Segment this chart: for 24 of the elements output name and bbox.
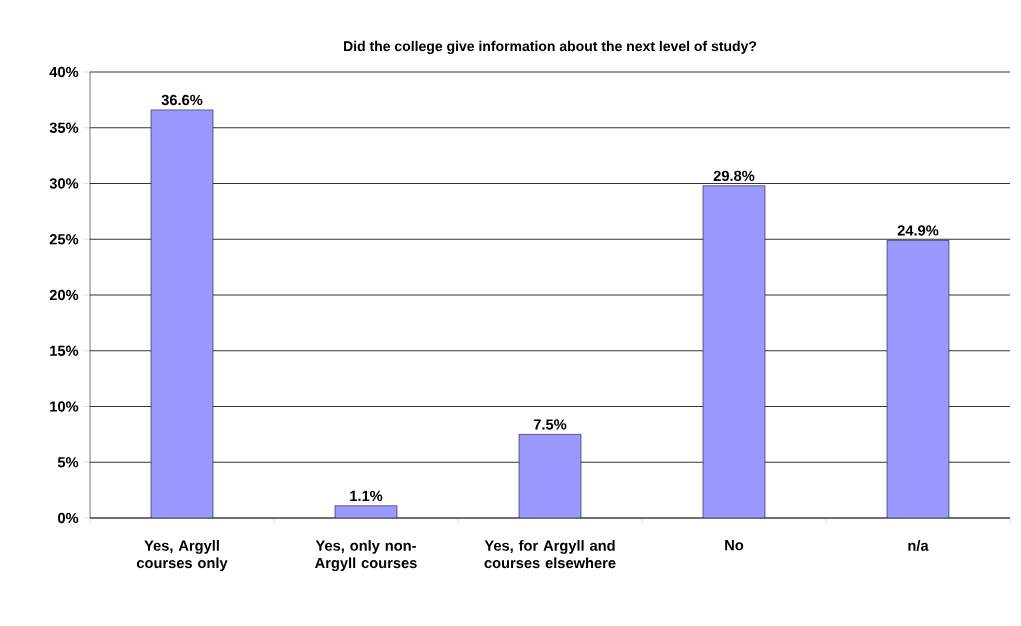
- y-tick-label: 10%: [50, 401, 79, 412]
- y-tick-label: 5%: [57, 457, 79, 468]
- x-tick-label: Yes, for Argyll and courses elsewhere: [484, 540, 616, 569]
- bar: [703, 185, 765, 518]
- chart-title: Did the college give information about the next level of study?: [344, 40, 757, 54]
- y-tick-label: 40%: [49, 66, 79, 78]
- data-label: 29.8%: [713, 170, 755, 182]
- x-tick-label: Yes, only non-Argyll courses: [315, 540, 417, 572]
- y-tick-label: 25%: [49, 234, 79, 245]
- bar: [519, 434, 581, 518]
- data-label: 36.6%: [161, 94, 203, 106]
- y-tick-label: 30%: [49, 178, 79, 189]
- x-tick-label: No: [725, 540, 744, 551]
- bar: [886, 240, 950, 518]
- x-tick-label: Yes, Argyll courses only: [136, 540, 228, 572]
- y-tick-label: 35%: [49, 122, 79, 133]
- data-label: 1.1%: [350, 490, 383, 502]
- y-tick-label: 15%: [50, 345, 79, 356]
- x-tick-label: n/a: [908, 540, 929, 551]
- y-tick-label: 20%: [49, 289, 79, 301]
- y-tick-label: 0%: [58, 512, 79, 524]
- data-label: 7.5%: [533, 419, 567, 430]
- bar: [151, 109, 213, 518]
- data-label: 24.9%: [897, 225, 939, 236]
